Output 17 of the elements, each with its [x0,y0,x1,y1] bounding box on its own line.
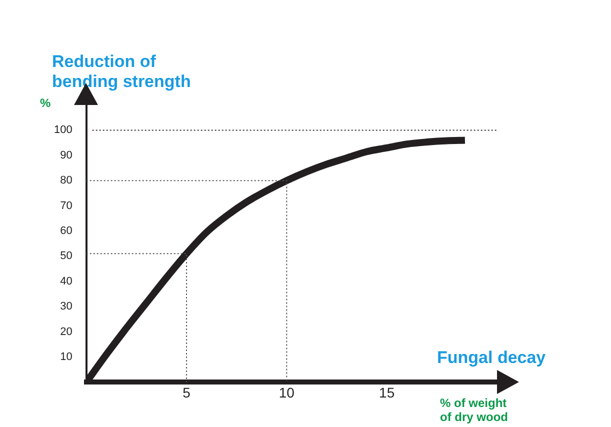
text: % [40,96,51,110]
y-tick-label: 40 [60,275,72,288]
x-tick-label: 5 [182,384,191,400]
x-tick-label: 10 [278,384,295,400]
y-tick-label: 90 [60,149,72,162]
y-tick-label: 60 [60,225,72,238]
y-tick-label: 100 [54,124,72,136]
x-axis-title: Fungal decay [437,348,546,368]
x-tick-label: 15 [379,384,395,400]
y-tick-label: 70 [60,200,72,212]
y-axis-title: Reduction of bending strength [52,52,192,92]
y-tick-label: 80 [60,174,72,187]
y-tick-label: 10 [60,351,72,364]
y-tick-label: 20 [60,326,72,338]
text: % of weight of dry wood [440,396,508,424]
y-tick-label: 50 [60,250,72,262]
y-tick-label: 30 [60,300,72,313]
